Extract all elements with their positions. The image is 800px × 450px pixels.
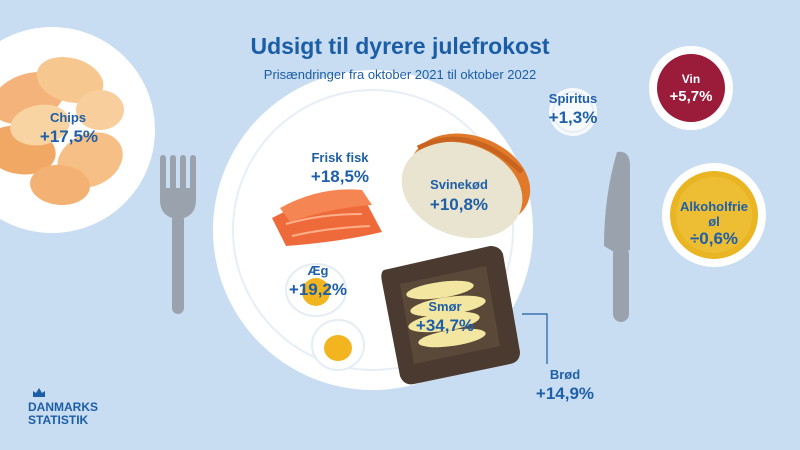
chips-label: Chips	[49, 110, 87, 125]
svinekod-label: Svinekød	[430, 177, 488, 192]
smor-label: Smør	[428, 299, 462, 314]
salmon-slices	[272, 189, 382, 246]
chips-pile	[0, 56, 124, 206]
chips-value: +17,5%	[39, 127, 99, 146]
smor-value: +34,7%	[415, 316, 475, 335]
butter-slices	[406, 280, 486, 348]
spiritus-glass	[549, 88, 597, 136]
spiritus-value: +1,3%	[548, 108, 598, 127]
frisk-fisk-value: +18,5%	[310, 167, 370, 186]
spiritus-label: Spiritus	[548, 91, 598, 106]
brod-pointer-line	[522, 313, 548, 364]
vin-value: +5,7%	[669, 88, 713, 105]
alkoholfrie-ol-label-line1: Alkoholfrie	[680, 199, 748, 214]
frisk-fisk-label: Frisk fisk	[311, 150, 369, 165]
vin-label: Vin	[681, 72, 701, 86]
plate-rim	[232, 89, 514, 371]
brod-label: Brød	[549, 367, 581, 382]
crown-icon	[33, 388, 45, 397]
logo-line2: STATISTIK	[28, 413, 89, 427]
page-title: Udsigt til dyrere julefrokost	[250, 33, 550, 59]
aeg-label: Æg	[307, 263, 329, 278]
fork	[160, 155, 196, 314]
pork-roast	[401, 133, 531, 239]
alkoholfrie-ol-value: ÷0,6%	[689, 229, 739, 248]
brod-value: +14,9%	[535, 384, 595, 403]
logo-line1: DANMARKS	[28, 400, 98, 414]
alkoholfrie-ol-label-line2: øl	[708, 214, 720, 229]
eggs	[285, 263, 365, 371]
wine	[657, 54, 725, 122]
logo: DANMARKS STATISTIK	[28, 401, 98, 427]
aeg-value: +19,2%	[288, 280, 348, 299]
rye-bread	[381, 246, 520, 385]
knife	[604, 151, 630, 322]
page-subtitle: Prisændringer fra oktober 2021 til oktob…	[263, 67, 537, 82]
svinekod-value: +10,8%	[429, 195, 489, 214]
